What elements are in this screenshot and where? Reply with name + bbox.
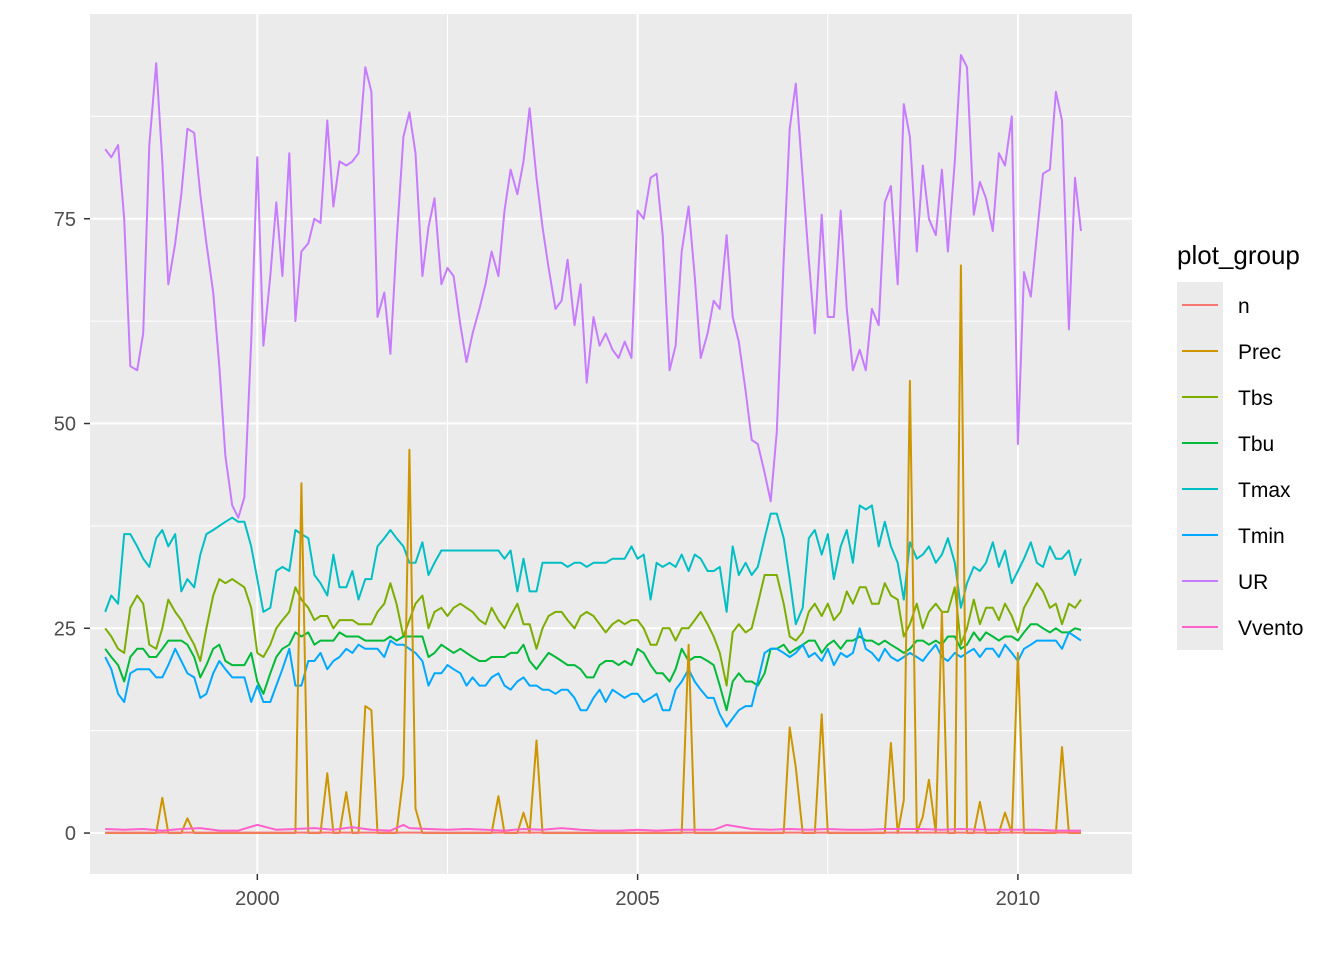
series-line-ur xyxy=(104,54,1082,519)
series-line-tbs xyxy=(104,574,1082,687)
y-tick-label: 0 xyxy=(65,823,76,845)
legend-label-n: n xyxy=(1238,295,1250,318)
series-line-tbu xyxy=(104,623,1082,712)
x-axis: 2000 2005 2010 xyxy=(235,874,1040,910)
x-tick-label: 2000 xyxy=(235,888,280,910)
y-tick-label: 50 xyxy=(54,414,76,436)
legend-keys: n Prec Tbs Tbu Tmax Tmin UR Vvento xyxy=(1177,282,1303,650)
x-tick-label: 2010 xyxy=(996,888,1041,910)
series-line-vvento xyxy=(105,823,1081,832)
legend-label-vvento: Vvento xyxy=(1238,617,1303,640)
legend-title: plot_group xyxy=(1177,240,1300,270)
series-lines xyxy=(104,54,1082,834)
y-tick-label: 75 xyxy=(54,209,76,231)
y-tick-label: 25 xyxy=(54,618,76,640)
y-axis: 0 25 50 75 xyxy=(54,209,90,845)
series-line-tmax xyxy=(104,504,1082,626)
legend-label-ur: UR xyxy=(1238,571,1268,594)
legend-label-tmax: Tmax xyxy=(1238,479,1291,502)
legend-label-tbs: Tbs xyxy=(1238,387,1273,410)
x-tick-label: 2005 xyxy=(615,888,660,910)
series-line-tmin xyxy=(104,627,1082,728)
legend-label-prec: Prec xyxy=(1238,341,1281,364)
legend-label-tmin: Tmin xyxy=(1238,525,1285,548)
legend: plot_group n Prec Tbs Tbu Tmax Tmin UR Vvento xyxy=(1177,240,1303,650)
legend-label-tbu: Tbu xyxy=(1238,433,1274,456)
